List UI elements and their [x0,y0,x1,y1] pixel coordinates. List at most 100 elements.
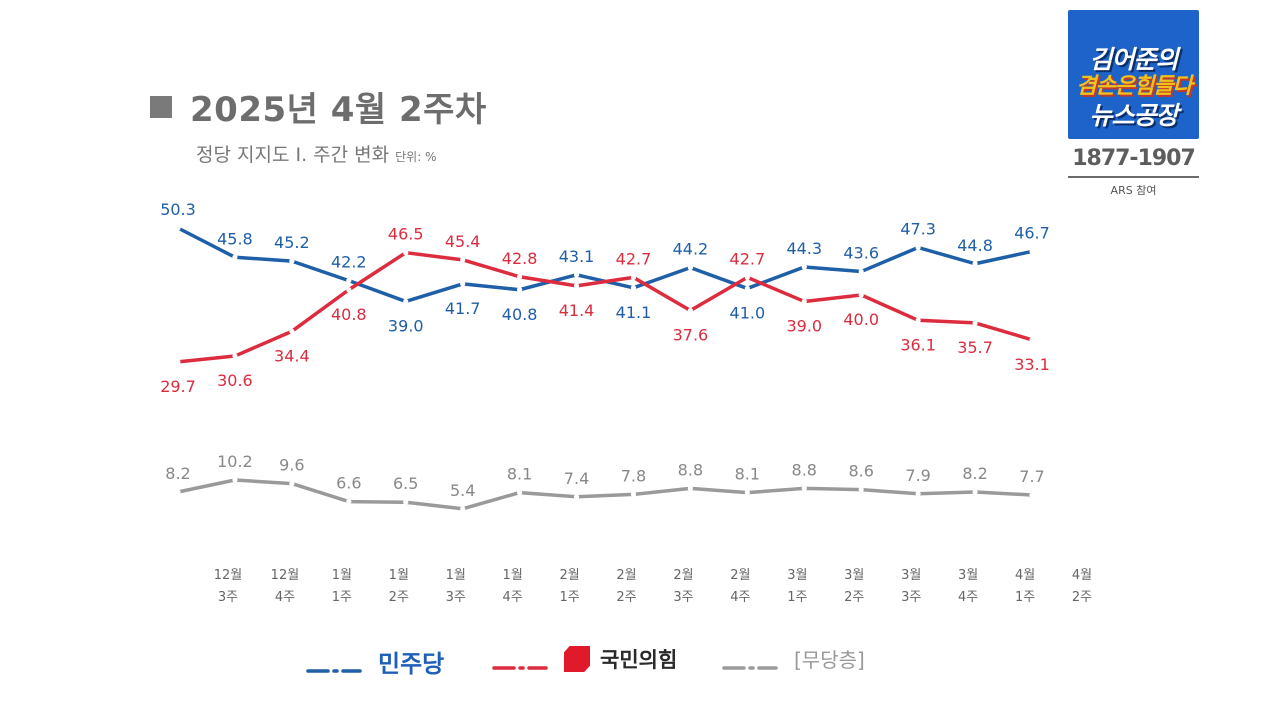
title-square-icon [150,95,172,118]
x-tick-label: 4주 [958,590,978,605]
data-label-independent: 7.7 [1019,467,1044,486]
show-logo: 김어준의 겸손은힘들다 뉴스공장 [1068,10,1199,139]
data-label-democratic: 41.0 [730,303,766,322]
legend-label-independent: [무당층] [794,648,865,672]
data-label-independent: 9.6 [279,456,304,475]
data-label-democratic: 44.2 [673,240,709,259]
data-point-ppp [915,317,921,323]
data-label-ppp: 40.0 [843,310,879,329]
data-point-independent [801,485,807,491]
logo-line-1: 김어준의 [1089,45,1178,74]
data-point-ppp [630,274,637,280]
x-tick-label: 12월 [214,568,243,583]
data-label-independent: 6.6 [336,474,361,493]
logo-line-3: 뉴스공장 [1089,101,1178,130]
data-label-ppp: 33.1 [1014,355,1050,374]
chart-subtitle: 정당 지지도 Ⅰ. 주간 변화 [196,144,390,166]
data-point-ppp [801,298,807,305]
x-tick-label: 2주 [389,590,409,605]
data-point-democratic [630,285,637,291]
data-label-ppp: 42.8 [502,249,538,268]
data-point-independent [744,490,750,496]
x-tick-label: 3주 [901,590,921,605]
data-point-ppp [687,307,694,314]
x-tick-label: 3주 [446,590,466,605]
data-label-democratic: 47.3 [900,220,936,239]
data-label-ppp: 42.7 [616,249,652,268]
x-tick-label: 3주 [673,590,693,605]
data-point-democratic [346,278,352,284]
x-tick-label: 1주 [332,590,352,605]
data-label-democratic: 45.8 [217,229,253,248]
x-tick-label: 4월 [1072,568,1092,583]
data-label-democratic: 50.3 [160,200,196,219]
data-label-independent: 7.9 [905,466,930,485]
data-label-ppp: 42.7 [730,249,766,268]
data-point-democratic [858,268,864,275]
data-label-democratic: 46.7 [1014,223,1050,242]
data-point-democratic [175,225,181,231]
ars-caption: ARS 참여 [1110,184,1157,197]
x-tick-label: 12월 [271,568,300,583]
x-tick-label: 4월 [1015,568,1035,583]
data-point-ppp [858,292,864,298]
x-tick-label: 1주 [787,590,807,605]
data-point-democratic [573,272,580,278]
data-label-ppp: 37.6 [673,326,709,345]
data-label-democratic: 41.7 [445,299,481,318]
x-tick-label: 3월 [901,568,921,583]
data-label-independent: 8.8 [678,460,703,479]
chart-subtitle-block: 정당 지지도 Ⅰ. 주간 변화 단위: % [196,140,436,167]
data-point-democratic [744,285,750,292]
data-point-independent [687,485,694,491]
x-tick-label: 1주 [559,590,579,605]
data-point-democratic [915,244,921,251]
data-point-independent [232,477,238,483]
x-tick-label: 2월 [616,568,636,583]
data-point-independent [972,489,978,495]
data-label-ppp: 39.0 [786,316,822,335]
ppp-logo-icon [564,646,590,672]
data-label-ppp: 34.4 [274,346,310,365]
x-tick-label: 4주 [275,590,295,605]
data-label-ppp: 46.5 [388,225,424,244]
data-point-democratic [289,258,295,264]
x-tick-label: 1주 [1015,590,1035,605]
legend-label-ppp: 국민의힘 [600,648,678,672]
x-tick-label: 4주 [730,590,750,605]
legend-democratic: 민주당 [306,644,444,679]
data-label-independent: 8.1 [735,465,760,484]
data-label-democratic: 39.0 [388,316,424,335]
data-point-independent [630,491,637,497]
data-label-independent: 8.2 [962,464,987,483]
data-label-independent: 8.8 [792,460,817,479]
data-point-independent [573,494,580,500]
data-point-independent [915,491,921,497]
data-label-ppp: 41.4 [559,301,595,320]
x-tick-label: 2월 [559,568,579,583]
data-label-independent: 7.4 [564,469,589,488]
data-label-independent: 8.6 [848,462,873,481]
data-point-ppp [403,250,409,256]
data-label-democratic: 42.2 [331,253,367,272]
x-tick-label: 3주 [218,590,238,605]
legend-ppp: 국민의힘 [492,644,677,674]
x-tick-label: 2월 [730,568,750,583]
data-label-democratic: 44.3 [786,239,822,258]
x-tick-label: 1월 [389,568,409,583]
data-label-independent: 8.1 [507,465,532,484]
data-point-democratic [232,254,238,260]
data-point-democratic [801,264,807,270]
data-label-ppp: 40.8 [331,305,367,324]
series-line-ppp [176,250,1034,364]
data-point-ppp [517,274,523,280]
legend-swatch-ppp [492,656,548,670]
data-label-independent: 8.2 [165,464,190,483]
data-label-democratic: 40.8 [502,305,538,324]
data-label-democratic: 41.1 [616,303,652,322]
legend-independent: [무당층] [722,644,865,673]
data-point-independent [1029,492,1035,498]
data-point-democratic [403,298,409,305]
x-tick-label: 1월 [332,568,352,583]
